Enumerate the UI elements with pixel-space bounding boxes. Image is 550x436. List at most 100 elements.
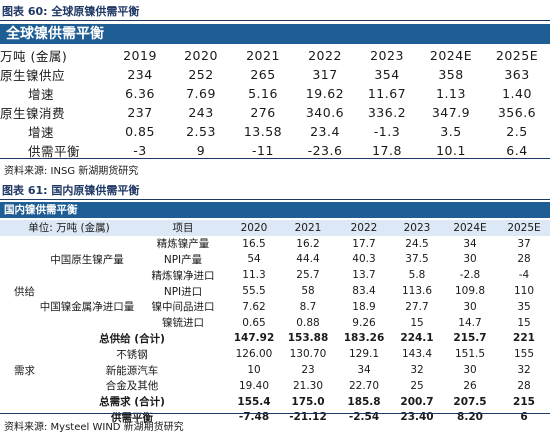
table-row: 增速 6.36 7.69 5.16 19.62 11.67 1.13 1.40 <box>0 84 550 103</box>
header-row-background <box>0 220 550 236</box>
table-cell: 13.58 <box>243 124 283 139</box>
table-cell: 200.7 <box>400 395 434 408</box>
group-label: 总供给 (合计) <box>99 332 165 345</box>
table-cell: 16.5 <box>242 237 266 250</box>
table-cell: 27.7 <box>405 300 429 313</box>
table-cell: 10 <box>247 364 261 377</box>
table-cell: 14.7 <box>458 316 482 329</box>
category-label <box>0 378 36 394</box>
table-cell: 129.1 <box>348 348 380 361</box>
figure-61-band-title: 国内镍供需平衡 <box>0 202 550 218</box>
figure-60-source: 资料来源: INSG 新湖期货研究 <box>4 166 139 177</box>
table-cell: 317 <box>312 67 338 82</box>
table-cell: 234 <box>127 67 153 82</box>
table-cell: 0.85 <box>125 124 155 139</box>
table-row: 精炼镍净进口 11.3 25.7 13.7 5.8 -2.8 -4 <box>0 267 550 283</box>
table-cell: 1.13 <box>436 86 466 101</box>
table-cell: -2.8 <box>459 269 481 282</box>
table-cell: 340.6 <box>305 105 345 120</box>
table-cell: 25.7 <box>296 269 320 282</box>
table-cell: 17.7 <box>352 237 376 250</box>
item-label: 镍锍进口 <box>162 317 204 330</box>
category-label <box>0 252 36 268</box>
table-cell: 55.5 <box>242 285 266 298</box>
table-cell: 237 <box>127 105 153 120</box>
table-cell: 3.5 <box>440 124 462 139</box>
table-cell: 10.1 <box>436 143 466 158</box>
table-cell: 7.69 <box>186 86 216 101</box>
table-cell: 15 <box>517 316 531 329</box>
group-label <box>36 267 138 283</box>
global-balance-table: 万吨 (金属) 2019 2020 2021 2022 2023 2024E 2025E 原生镍… <box>0 46 550 160</box>
table-cell: 215 <box>513 395 535 408</box>
group-label <box>36 283 138 299</box>
table-cell: 6 <box>520 411 528 424</box>
table-cell: 6.4 <box>506 143 528 158</box>
table-cell: 183.26 <box>343 332 385 345</box>
group-label <box>36 236 138 252</box>
table-cell: 153.88 <box>287 332 329 345</box>
table-cell: 224.1 <box>400 332 434 345</box>
group-label: 供需平衡 <box>111 411 153 424</box>
table-cell: -11 <box>252 143 274 158</box>
table-row: 精炼镍产量 16.5 16.2 17.7 24.5 34 37 <box>0 236 550 252</box>
table-cell: 11.67 <box>367 86 407 101</box>
table-cell: 2.53 <box>186 124 216 139</box>
table-cell: 143.4 <box>401 348 433 361</box>
figure-60-bottom-rule <box>0 158 550 159</box>
domestic-balance-table: 单位: 万吨 (金属) 项目 2020 2021 2022 2023 2024E 2025E 精… <box>0 220 550 425</box>
table-row: 需求 新能源汽车 10 23 34 32 30 32 <box>0 362 550 378</box>
unit-label: 单位: 万吨 (金属) <box>28 222 110 235</box>
group-label: 合金及其他 <box>105 380 159 393</box>
year-header: 2023 <box>370 48 404 63</box>
group-label: 中国原生镍产量 <box>50 253 124 266</box>
group-label: 中国镍金属净进口量 <box>39 301 135 314</box>
table-cell: 32 <box>410 364 424 377</box>
table-cell: 147.92 <box>233 332 275 345</box>
category-label <box>0 331 36 347</box>
table-cell: -21.12 <box>289 411 327 424</box>
table-cell: 23 <box>301 364 315 377</box>
figure-61-bottom-rule <box>0 413 550 414</box>
table-row: 增速 0.85 2.53 13.58 23.4 -1.3 3.5 2.5 <box>0 122 550 141</box>
table-cell: 185.8 <box>347 395 381 408</box>
table-cell: 9.26 <box>352 316 376 329</box>
table-cell: 19.62 <box>305 86 345 101</box>
table-header-row: 万吨 (金属) 2019 2020 2021 2022 2023 2024E 2025E <box>0 46 550 65</box>
table-cell: 7.62 <box>242 300 266 313</box>
table-row: 原生镍消费 237 243 276 340.6 336.2 347.9 356.6 <box>0 103 550 122</box>
table-row: 总供给 (合计) 147.92 153.88 183.26 224.1 215.7 221 <box>0 331 550 347</box>
table-cell: 356.6 <box>497 105 537 120</box>
table-cell: 11.3 <box>242 269 266 282</box>
group-label: 不锈钢 <box>116 348 148 361</box>
item-header: 项目 <box>172 222 194 235</box>
table-cell: 207.5 <box>453 395 487 408</box>
year-header: 2025E <box>495 48 539 63</box>
category-label <box>0 236 36 252</box>
table-cell: 113.6 <box>401 285 433 298</box>
group-label: 新能源汽车 <box>105 364 159 377</box>
category-label <box>0 315 36 331</box>
table-cell: 1.40 <box>502 86 532 101</box>
year-header: 2020 <box>184 48 218 63</box>
category-label: 需求 <box>14 364 35 377</box>
row-label: 原生镍供应 <box>0 68 66 83</box>
table-cell: 40.3 <box>352 253 376 266</box>
table-cell: 19.40 <box>238 379 270 392</box>
table-header-row: 单位: 万吨 (金属) 项目 2020 2021 2022 2023 2024E 2025E <box>0 220 550 236</box>
table-cell: 276 <box>250 105 276 120</box>
table-cell: 28 <box>517 253 531 266</box>
table-cell: 8.20 <box>457 411 483 424</box>
figure-61-source: 资料来源: Mysteel WIND 新湖期货研究 <box>4 422 184 433</box>
table-cell: 9 <box>196 143 206 158</box>
table-cell: 25 <box>410 379 424 392</box>
table-cell: -2.54 <box>348 411 380 424</box>
year-header: 2022 <box>308 48 342 63</box>
table-cell: -4 <box>518 269 530 282</box>
table-cell: 265 <box>250 67 276 82</box>
item-label: NPI产量 <box>163 253 203 266</box>
year-header: 2023 <box>403 221 431 234</box>
table-cell: 44.4 <box>296 253 320 266</box>
table-cell: 155 <box>513 348 535 361</box>
table-cell: 151.5 <box>454 348 486 361</box>
